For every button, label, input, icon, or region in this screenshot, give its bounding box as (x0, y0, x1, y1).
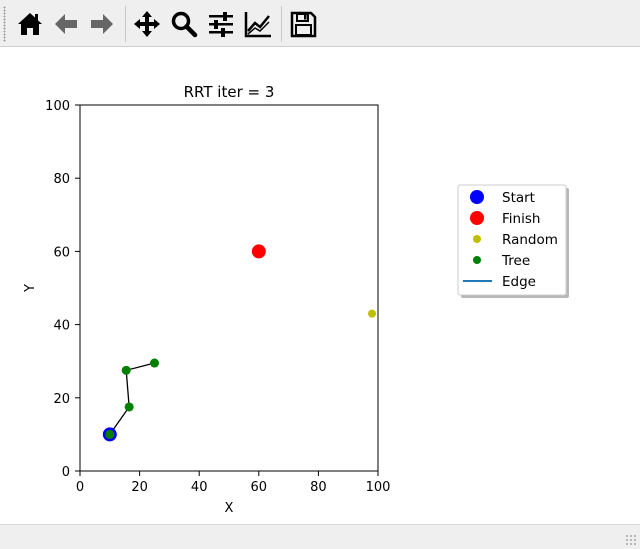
x-tick-label: 80 (310, 480, 327, 495)
sliders-icon (209, 12, 233, 37)
tree-edge (126, 362, 155, 371)
legend-finish-marker (470, 211, 484, 225)
random-point (368, 309, 377, 318)
magnifier-icon (171, 11, 198, 38)
back-button[interactable] (49, 6, 83, 42)
forward-button[interactable] (85, 6, 119, 42)
line-chart-icon (244, 12, 271, 38)
figure-canvas[interactable]: RRT iter = 3 0 20 40 60 80 100 0 20 40 60 80 100 X … (0, 48, 640, 524)
finish-point (251, 244, 266, 259)
toolbar-separator (125, 6, 126, 42)
navigation-toolbar (0, 0, 640, 47)
floppy-disk-icon (290, 11, 317, 38)
x-tick-label: 60 (251, 480, 268, 495)
legend-tree-label: Tree (501, 253, 530, 269)
arrow-left-icon (55, 14, 77, 34)
y-axis-label: Y (23, 284, 38, 293)
legend-finish-label: Finish (502, 211, 540, 227)
move-icon (134, 11, 160, 37)
resize-grip[interactable] (625, 534, 637, 546)
legend-start-label: Start (502, 190, 535, 206)
save-button[interactable] (286, 6, 320, 42)
legend-random-label: Random (502, 232, 558, 248)
status-bar (0, 524, 640, 549)
configure-subplots-button[interactable] (204, 6, 238, 42)
toolbar-separator (281, 6, 282, 42)
x-tick-label: 40 (191, 480, 208, 495)
y-tick-label: 0 (62, 465, 70, 480)
legend-random-marker (473, 235, 481, 243)
y-tick-label: 20 (53, 392, 70, 407)
arrow-right-icon (91, 14, 113, 34)
legend-edge-label: Edge (502, 274, 536, 290)
tree-node (105, 429, 115, 439)
home-button[interactable] (13, 6, 47, 42)
y-tick-label: 100 (45, 99, 70, 114)
legend-tree-marker (473, 256, 481, 264)
zoom-button[interactable] (167, 6, 201, 42)
tree-node (124, 402, 134, 412)
x-tick-label: 20 (131, 480, 148, 495)
y-tick-label: 40 (53, 319, 70, 334)
plot-frame (79, 104, 379, 472)
edit-axis-button[interactable] (241, 6, 275, 42)
home-icon (18, 13, 42, 35)
chart-title: RRT iter = 3 (184, 83, 275, 101)
tree-node (150, 358, 159, 368)
y-tick-label: 80 (53, 172, 70, 187)
toolbar-grip[interactable] (3, 6, 6, 42)
legend-start-marker (470, 190, 484, 204)
tree-edge (125, 370, 130, 408)
x-tick-label: 0 (76, 480, 84, 495)
y-tick-label: 60 (53, 245, 70, 260)
tree-node (121, 365, 131, 375)
x-tick-label: 100 (366, 480, 391, 495)
legend: Start Finish Random Tree Edge (457, 184, 569, 298)
pan-button[interactable] (130, 6, 164, 42)
x-axis-label: X (225, 501, 234, 516)
